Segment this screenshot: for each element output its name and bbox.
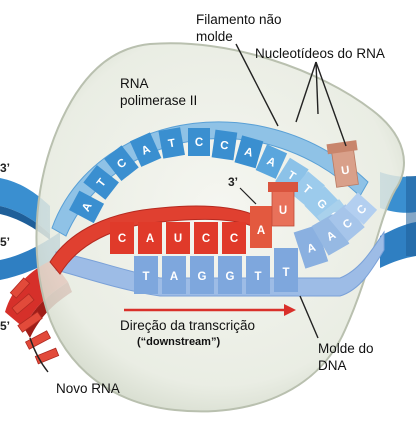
rna-polymerase-label-line2: polimerase II bbox=[120, 93, 197, 108]
non-template-base-block bbox=[290, 171, 325, 207]
rna-base: A bbox=[146, 233, 154, 245]
template-base: G bbox=[198, 271, 207, 283]
rna-polymerase-label-line1: RNA bbox=[120, 76, 149, 91]
incoming-nucleotide: U bbox=[326, 140, 359, 188]
rna-base: A bbox=[257, 225, 265, 237]
non-template-base-block bbox=[69, 190, 105, 224]
template-base: T bbox=[282, 267, 289, 279]
non-template-base-block bbox=[188, 128, 210, 156]
rna-strand: C A U C C A bbox=[110, 206, 272, 254]
non-template-base-block bbox=[104, 145, 139, 181]
new-rna-label: Novo RNA bbox=[56, 381, 120, 396]
template-base: T bbox=[254, 271, 261, 283]
svg-text:U: U bbox=[340, 164, 350, 177]
template-base: T bbox=[142, 271, 149, 283]
non-template-base-block bbox=[158, 127, 185, 159]
non-template-strand-label-line1: Filamento não bbox=[196, 12, 282, 27]
svg-text:U: U bbox=[279, 205, 287, 217]
rna-nucleotides-label: Nucleotídeos do RNA bbox=[255, 46, 385, 61]
label-pointers bbox=[235, 43, 347, 339]
non-template-base: T bbox=[167, 137, 176, 150]
rna-polymerase-body bbox=[35, 42, 405, 413]
rna-three-prime-end: 3’ bbox=[228, 175, 238, 189]
non-template-base-block bbox=[129, 132, 162, 167]
template-strand-label-line1: Molde do bbox=[318, 341, 374, 356]
non-template-strand-label-line2: molde bbox=[196, 29, 233, 44]
template-base: G bbox=[226, 271, 235, 283]
non-template-base-block bbox=[211, 129, 238, 161]
rna-base: U bbox=[174, 233, 182, 245]
rna-five-prime-end: 5’ bbox=[0, 319, 10, 333]
non-template-base: C bbox=[195, 137, 203, 149]
upper-three-prime-end: 3’ bbox=[0, 161, 10, 175]
non-template-base-block bbox=[255, 144, 288, 179]
non-template-base: A bbox=[243, 146, 254, 160]
non-template-base-block bbox=[234, 135, 264, 169]
template-base: A bbox=[306, 242, 318, 256]
non-template-base: C bbox=[219, 139, 229, 152]
rna-base: C bbox=[118, 233, 126, 245]
rna-base: C bbox=[202, 233, 210, 245]
rna-three-prime-pointer bbox=[239, 187, 257, 205]
transcription-direction-label: Direção da transcrição bbox=[120, 318, 255, 333]
direction-arrow bbox=[124, 304, 296, 316]
rna-base: C bbox=[230, 233, 238, 245]
non-template-base-block bbox=[304, 186, 340, 222]
incoming-nucleotide: U bbox=[268, 182, 298, 227]
template-strand: T A G G T T A A C C bbox=[134, 192, 378, 294]
middle-five-prime-end: 5’ bbox=[0, 235, 10, 249]
downstream-label: (“downstream”) bbox=[137, 336, 220, 348]
incoming-nucleotides: U U bbox=[268, 140, 359, 227]
template-strand-label-line2: DNA bbox=[318, 358, 347, 373]
non-template-base-block bbox=[83, 165, 119, 200]
template-base: A bbox=[170, 271, 178, 283]
